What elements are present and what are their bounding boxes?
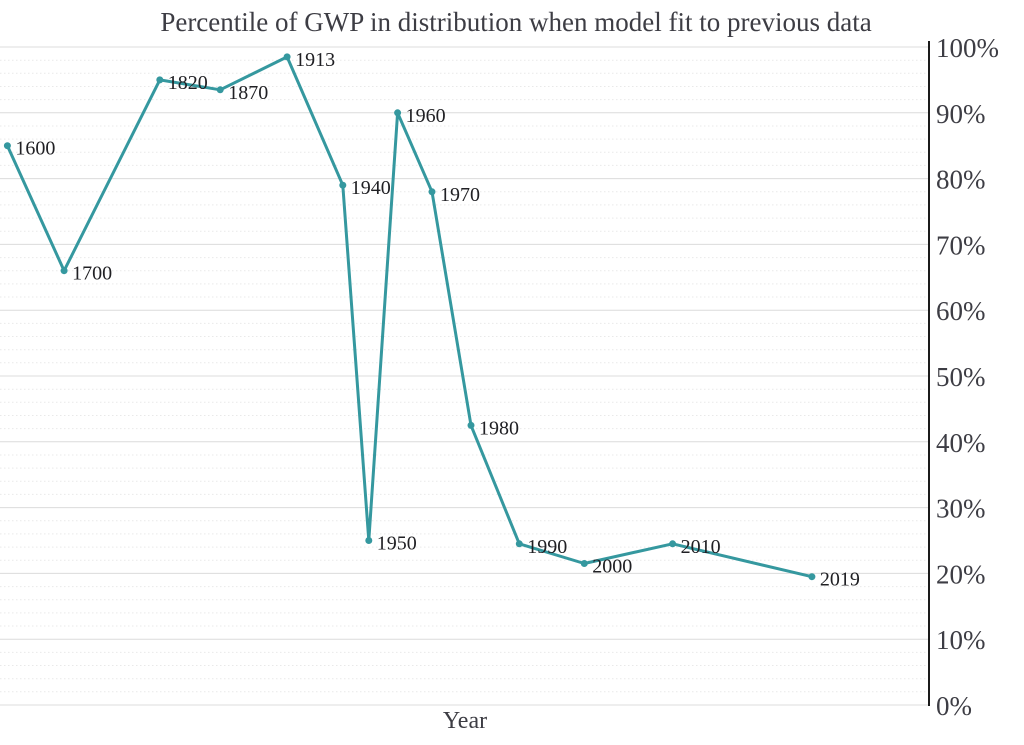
x-axis-label: Year [443,708,487,734]
y-tick-label: 70% [936,230,986,260]
y-tick-label: 0% [936,691,972,721]
data-point [216,86,224,94]
data-point [3,142,11,150]
y-tick-label: 30% [936,494,986,524]
data-point-label: 1913 [295,49,335,71]
y-axis-tick-labels: 100% 90% 80% 70% 60% 50% 40% 30% 20% 10% 0% [936,33,999,721]
data-point [394,109,402,117]
data-line [5,55,814,579]
y-tick-label: 40% [936,428,986,458]
data-point [808,573,816,581]
data-point-label: 1700 [72,263,112,285]
data-point-label: 1600 [15,138,55,160]
data-point [515,540,523,548]
data-point [283,53,291,61]
data-point-label: 1950 [377,533,417,555]
y-tick-label: 80% [936,165,986,195]
gridlines [0,46,929,706]
data-point [467,421,475,429]
y-tick-label: 90% [936,99,986,129]
data-point-label: 1940 [351,177,391,199]
data-point [580,560,588,567]
data-point-label: 1870 [228,82,268,104]
data-point [156,76,164,84]
y-tick-label: 10% [936,625,986,655]
y-tick-label: 60% [936,296,986,326]
chart-title: Percentile of GWP in distribution when m… [160,7,871,37]
data-point [339,181,347,189]
data-point [428,188,436,196]
data-point-label: 1970 [440,184,480,206]
data-point-label: 1820 [168,72,208,94]
data-point-label: 2000 [592,556,632,578]
data-point-label: 1990 [527,536,567,558]
data-point-label: 2019 [820,569,860,591]
y-tick-label: 50% [936,362,986,392]
y-tick-label: 20% [936,559,986,589]
data-point [365,537,373,544]
data-series: 1600 1700 1820 1870 1913 1940 1950 1960 1970 1980… [3,49,860,591]
data-point-label: 1960 [406,105,446,127]
data-point [60,267,68,275]
data-point-label: 2010 [681,536,721,558]
y-tick-label: 100% [936,33,999,63]
data-point [669,540,677,548]
data-point-label: 1980 [479,417,519,439]
